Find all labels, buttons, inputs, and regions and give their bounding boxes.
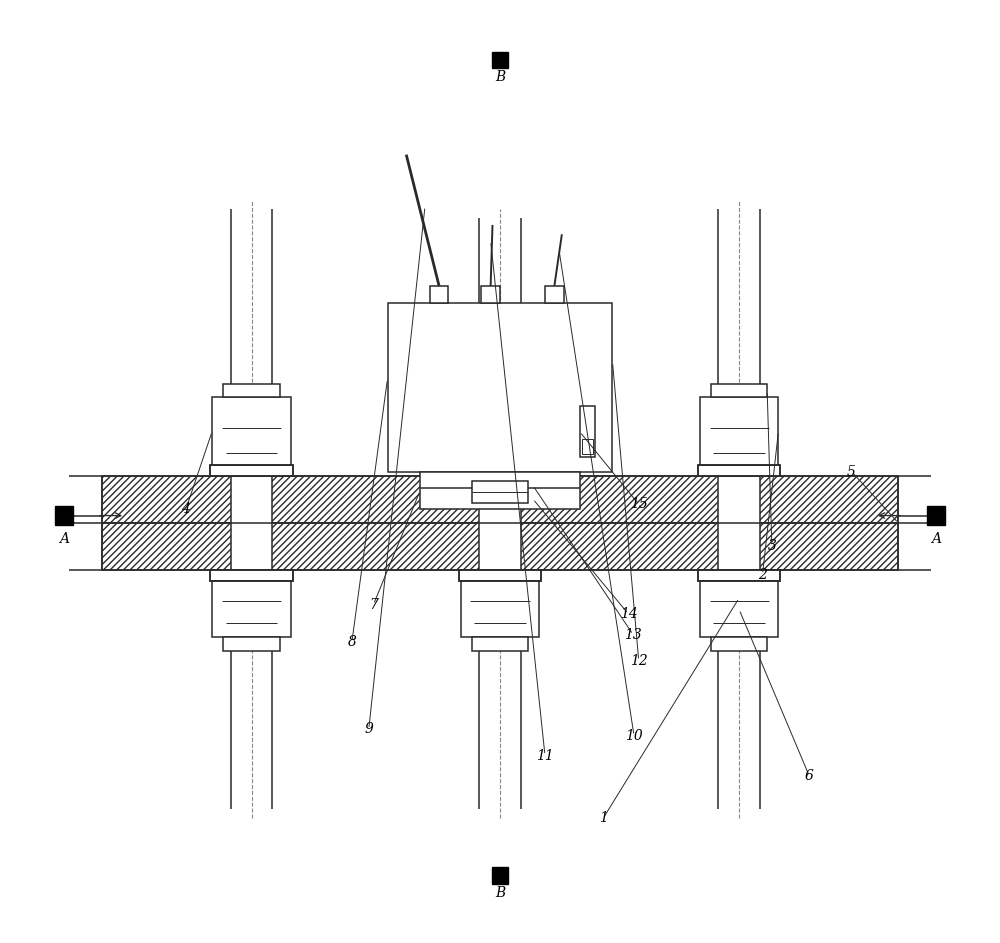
Bar bbox=[711, 385, 767, 397]
Bar bbox=[459, 570, 541, 581]
Text: 11: 11 bbox=[536, 749, 554, 763]
Bar bbox=[700, 397, 778, 465]
Bar bbox=[430, 286, 448, 303]
Text: 10: 10 bbox=[625, 729, 643, 743]
Bar bbox=[545, 286, 564, 303]
Text: 8: 8 bbox=[347, 636, 356, 649]
Bar bbox=[698, 570, 780, 581]
Text: 1: 1 bbox=[599, 811, 608, 825]
Bar bbox=[698, 570, 780, 581]
Text: A: A bbox=[931, 533, 941, 546]
Bar bbox=[472, 385, 528, 397]
Text: 9: 9 bbox=[364, 722, 373, 736]
Bar bbox=[231, 473, 272, 572]
Text: 4: 4 bbox=[182, 502, 190, 516]
Bar bbox=[698, 570, 780, 581]
Bar bbox=[580, 405, 595, 457]
Bar bbox=[459, 465, 541, 476]
Bar bbox=[212, 397, 291, 465]
Bar bbox=[698, 465, 780, 476]
Bar bbox=[472, 481, 528, 504]
Text: A: A bbox=[59, 533, 69, 546]
Bar bbox=[223, 637, 280, 651]
Text: 2: 2 bbox=[758, 568, 767, 582]
Bar bbox=[223, 385, 280, 397]
Bar bbox=[459, 570, 541, 581]
Bar bbox=[698, 465, 780, 476]
Bar bbox=[210, 465, 293, 476]
Bar bbox=[698, 465, 780, 476]
Bar bbox=[461, 581, 539, 637]
Bar bbox=[210, 570, 293, 581]
Bar bbox=[700, 581, 778, 637]
Bar bbox=[102, 476, 898, 523]
Bar bbox=[472, 637, 528, 651]
Bar bbox=[210, 570, 293, 581]
Bar bbox=[459, 465, 541, 476]
Bar bbox=[102, 523, 898, 570]
Bar bbox=[461, 397, 539, 465]
Text: 15: 15 bbox=[630, 497, 648, 511]
Bar bbox=[55, 506, 73, 525]
Bar bbox=[927, 506, 945, 525]
Bar bbox=[492, 52, 508, 69]
Bar bbox=[582, 438, 593, 454]
Text: B: B bbox=[495, 885, 505, 900]
Text: 6: 6 bbox=[805, 769, 814, 784]
Bar bbox=[210, 570, 293, 581]
Bar bbox=[388, 303, 612, 472]
Bar bbox=[492, 868, 508, 884]
Bar bbox=[420, 472, 580, 509]
Text: 7: 7 bbox=[369, 598, 378, 612]
Bar bbox=[481, 286, 500, 303]
Text: 5: 5 bbox=[847, 465, 856, 478]
Text: 3: 3 bbox=[767, 539, 776, 554]
Bar bbox=[479, 473, 521, 572]
Text: 13: 13 bbox=[624, 628, 642, 641]
Bar bbox=[212, 581, 291, 637]
Bar bbox=[459, 465, 541, 476]
Bar bbox=[210, 465, 293, 476]
Text: 12: 12 bbox=[630, 653, 648, 668]
Bar bbox=[711, 637, 767, 651]
Text: 14: 14 bbox=[620, 607, 637, 621]
Bar bbox=[459, 570, 541, 581]
Bar bbox=[210, 465, 293, 476]
Bar bbox=[718, 473, 760, 572]
Text: B: B bbox=[495, 71, 505, 84]
